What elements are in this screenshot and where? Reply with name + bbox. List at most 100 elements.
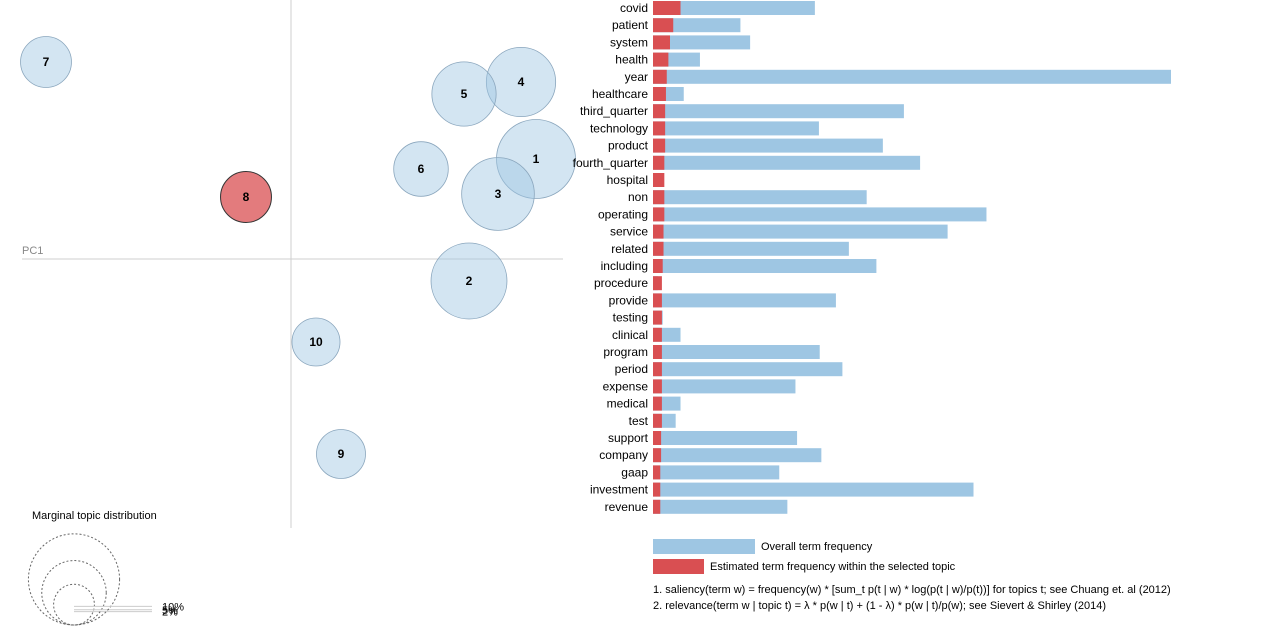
topic-label-1: 1 — [533, 152, 540, 166]
term-label-non: non — [628, 190, 648, 204]
bar-selected-fourth_quarter[interactable] — [653, 155, 665, 170]
bar-selected-year[interactable] — [653, 69, 667, 84]
bar-selected-testing[interactable] — [653, 310, 662, 325]
term-label-year: year — [625, 70, 648, 84]
topic-bubble-5[interactable] — [431, 61, 497, 127]
term-label-test: test — [629, 414, 649, 428]
bar-overall-gaap[interactable] — [653, 465, 780, 480]
topic-bubble-6[interactable] — [393, 141, 449, 197]
term-label-operating: operating — [598, 207, 648, 221]
term-label-expense: expense — [603, 379, 649, 393]
size-ring-label-5: 5% — [162, 605, 178, 617]
term-label-healthcare: healthcare — [592, 87, 648, 101]
bar-selected-operating[interactable] — [653, 207, 665, 222]
bar-selected-related[interactable] — [653, 241, 664, 256]
bar-overall-third_quarter[interactable] — [653, 104, 904, 119]
bar-overall-company[interactable] — [653, 448, 822, 463]
bar-selected-technology[interactable] — [653, 121, 666, 136]
bar-overall-patient[interactable] — [653, 18, 741, 33]
pc1-axis-label: PC1 — [22, 245, 43, 257]
topic-bubble-3[interactable] — [461, 157, 535, 231]
topic-bubble-1[interactable] — [496, 119, 576, 199]
bar-selected-expense[interactable] — [653, 379, 662, 394]
bar-selected-provide[interactable] — [653, 293, 662, 308]
bar-overall-product[interactable] — [653, 138, 883, 153]
bar-selected-clinical[interactable] — [653, 327, 662, 342]
topic-label-2: 2 — [466, 274, 473, 288]
bar-overall-provide[interactable] — [653, 293, 836, 308]
topic-bubble-4[interactable] — [485, 46, 557, 118]
bar-selected-covid[interactable] — [653, 1, 681, 15]
bar-overall-fourth_quarter[interactable] — [653, 155, 921, 170]
bar-selected-system[interactable] — [653, 35, 670, 50]
legend-overall-label: Overall term frequency — [761, 541, 873, 553]
term-label-gaap: gaap — [621, 465, 648, 479]
legend-overall-swatch — [653, 539, 755, 554]
bar-overall-expense[interactable] — [653, 379, 796, 394]
topic-label-7: 7 — [43, 55, 50, 69]
bar-selected-health[interactable] — [653, 52, 669, 67]
size-ring-5 — [41, 560, 107, 626]
bar-selected-gaap[interactable] — [653, 465, 661, 480]
footnote-relevance: 2. relevance(term w | topic t) = λ * p(w… — [653, 600, 1106, 612]
topic-bubble-9[interactable] — [316, 429, 366, 479]
bar-selected-period[interactable] — [653, 362, 662, 377]
term-label-hospital: hospital — [607, 173, 648, 187]
bar-selected-including[interactable] — [653, 259, 663, 273]
bar-selected-support[interactable] — [653, 431, 662, 445]
bar-overall-year[interactable] — [653, 69, 1171, 84]
bar-selected-program[interactable] — [653, 345, 662, 359]
bar-overall-related[interactable] — [653, 241, 849, 256]
term-label-patient: patient — [612, 18, 649, 32]
bar-selected-investment[interactable] — [653, 482, 661, 497]
intertopic-distance-map: PC1 1 2 3 4 5 6 7 8 9 10 — [20, 0, 576, 528]
bar-selected-revenue[interactable] — [653, 499, 661, 514]
bar-overall-technology[interactable] — [653, 121, 819, 136]
bar-overall-including[interactable] — [653, 259, 877, 273]
term-label-revenue: revenue — [605, 500, 649, 514]
bar-overall-service[interactable] — [653, 224, 948, 239]
term-label-technology: technology — [590, 121, 648, 135]
term-label-covid: covid — [620, 1, 648, 15]
term-label-provide: provide — [609, 293, 649, 307]
topic-bubble-8[interactable] — [220, 171, 272, 223]
topic-bubble-2[interactable] — [430, 242, 508, 320]
size-ring-2 — [53, 583, 95, 626]
bar-overall-period[interactable] — [653, 362, 843, 377]
term-label-product: product — [608, 139, 649, 153]
topic-bubble-10[interactable] — [291, 317, 341, 367]
topic-label-3: 3 — [495, 187, 502, 201]
bar-overall-non[interactable] — [653, 190, 867, 205]
bar-selected-procedure[interactable] — [653, 276, 662, 291]
bar-selected-patient[interactable] — [653, 18, 674, 33]
bar-overall-covid[interactable] — [653, 1, 815, 15]
bar-overall-revenue[interactable] — [653, 499, 788, 514]
bar-selected-non[interactable] — [653, 190, 665, 205]
term-label-company: company — [599, 448, 648, 462]
term-label-medical: medical — [607, 397, 648, 411]
bar-overall-system[interactable] — [653, 35, 751, 50]
bar-selected-medical[interactable] — [653, 396, 662, 411]
bar-selected-healthcare[interactable] — [653, 87, 666, 101]
bar-selected-service[interactable] — [653, 224, 664, 239]
bar-overall-program[interactable] — [653, 345, 820, 359]
term-label-system: system — [610, 35, 648, 49]
bar-selected-company[interactable] — [653, 448, 662, 463]
bar-selected-hospital[interactable] — [653, 173, 665, 187]
topic-label-9: 9 — [338, 447, 345, 461]
topic-label-5: 5 — [461, 87, 468, 101]
term-label-support: support — [608, 431, 649, 445]
bar-overall-investment[interactable] — [653, 482, 974, 497]
term-label-related: related — [611, 242, 648, 256]
bar-selected-test[interactable] — [653, 413, 662, 428]
bar-selected-product[interactable] — [653, 138, 666, 153]
bar-overall-operating[interactable] — [653, 207, 987, 222]
term-label-fourth_quarter: fourth_quarter — [573, 156, 648, 170]
bar-selected-third_quarter[interactable] — [653, 104, 666, 119]
footnotes: 1. saliency(term w) = frequency(w) * [su… — [653, 584, 1171, 612]
topic-bubble-7[interactable] — [20, 36, 72, 88]
bar-overall-support[interactable] — [653, 431, 798, 445]
term-label-period: period — [615, 362, 648, 376]
term-label-clinical: clinical — [612, 328, 648, 342]
